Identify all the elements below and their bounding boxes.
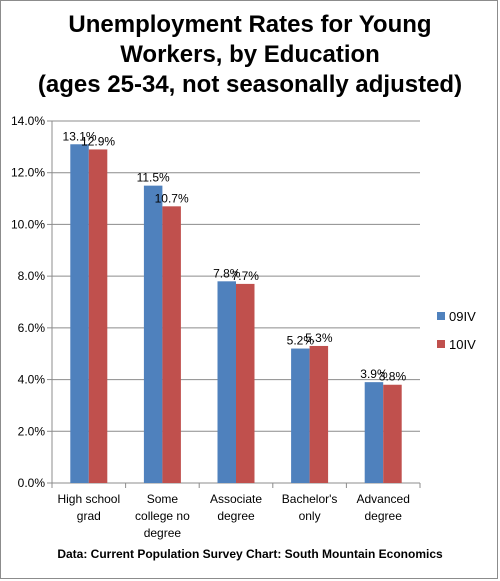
data-label: 5.3% <box>305 331 333 345</box>
y-tick-label: 2.0% <box>18 424 46 438</box>
category-label: Bachelor's <box>282 492 338 506</box>
bar-10iv <box>162 206 181 484</box>
legend-swatch <box>437 312 445 320</box>
data-label: 13.1% <box>63 129 97 143</box>
data-label: 10.7% <box>155 191 189 205</box>
legend-label: 10IV <box>449 337 476 352</box>
data-labels: 13.1%12.9% 11.5% 10.7% 7.8%7.7% 5.2%5.3% 3.9%… <box>63 129 407 383</box>
legend-label: 09IV <box>449 309 476 324</box>
data-label: 3.9% <box>360 367 388 381</box>
y-tick-label: 12.0% <box>11 166 45 180</box>
chart-title-line-2: Workers, by Education <box>120 41 380 68</box>
category-label: degree <box>217 509 255 523</box>
bar-10iv <box>309 345 329 483</box>
category-label: Associate <box>210 492 262 506</box>
legend-swatch <box>437 340 445 348</box>
source-note: Data: Current Population Survey Chart: S… <box>57 547 443 561</box>
bar-10iv <box>383 384 402 483</box>
chart-title: Unemployment Rates for Young Workers, by… <box>0 10 500 100</box>
y-tick-label: 10.0% <box>11 217 45 231</box>
category-label: degree <box>365 509 403 523</box>
bar-09iv <box>217 281 236 483</box>
bar-09iv <box>291 348 310 483</box>
bar-09iv <box>70 144 89 483</box>
data-label: 7.8% <box>213 266 241 280</box>
data-label: 5.2% <box>287 334 315 348</box>
category-labels: High school grad Some college no degree Assoc… <box>57 492 409 540</box>
category-label: degree <box>144 526 182 540</box>
y-tick-label: 14.0% <box>11 114 45 128</box>
y-tick-label: 0.0% <box>18 476 46 490</box>
category-label: Advanced <box>357 492 410 506</box>
category-label: grad <box>77 509 101 523</box>
bars <box>70 144 402 484</box>
y-tick-label: 8.0% <box>18 269 46 283</box>
category-label: High school <box>57 492 120 506</box>
bar-10iv <box>236 283 255 483</box>
bar-09iv <box>364 382 384 483</box>
data-label: 7.7% <box>232 269 260 283</box>
data-label: 11.5% <box>137 171 170 185</box>
bar-09iv <box>143 185 163 483</box>
category-label: only <box>299 509 321 523</box>
chart-title-line-3: (ages 25-34, not seasonally adjusted) <box>37 71 463 98</box>
data-label: 3.8% <box>379 370 407 384</box>
y-tick-label: 4.0% <box>18 373 46 387</box>
axes: 0.0% 2.0% 4.0% 6.0% 8.0% 10.0% 12.0% 14.0% <box>11 114 421 490</box>
data-label: 12.9% <box>81 134 115 148</box>
y-tick-label: 6.0% <box>18 321 46 335</box>
category-label: Some <box>147 492 179 506</box>
bar-10iv <box>88 149 108 483</box>
legend: 09IV 10IV <box>437 309 476 352</box>
category-label: college no <box>135 509 190 523</box>
chart-title-line-1: Unemployment Rates for Young <box>68 11 432 38</box>
